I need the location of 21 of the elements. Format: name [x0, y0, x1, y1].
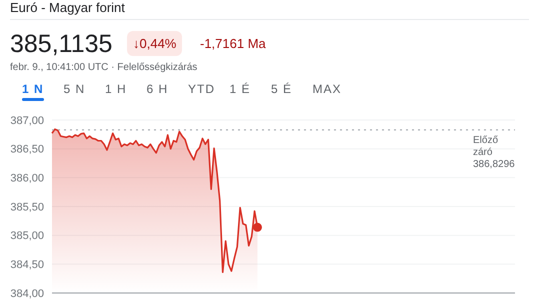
ref-line-label: Előző záró 386,8296: [473, 134, 516, 170]
y-tick-label: 384,50: [10, 259, 44, 272]
text: 5 É: [271, 82, 292, 96]
y-tick-label: 387,00: [10, 114, 44, 127]
text: 1 É: [230, 82, 251, 96]
text: ↓0,44%: [127, 31, 182, 56]
y-tick-label: 385,00: [10, 230, 44, 242]
y-tick-label: 384,00: [10, 288, 44, 300]
text: YTD: [188, 82, 215, 96]
text: 1 N: [22, 82, 44, 98]
text: -1,7161 Ma: [200, 36, 266, 51]
text: MAX: [312, 82, 342, 96]
y-tick-label: 385,50: [10, 201, 44, 214]
chart-title: Euró - Magyar forint: [10, 0, 125, 15]
text: 6 H: [146, 82, 168, 96]
y-tick-label: 386,00: [10, 172, 44, 185]
text: 385,1135: [10, 30, 112, 59]
text: 1 H: [105, 82, 127, 96]
text: 5 N: [64, 82, 86, 96]
y-tick-label: 386,50: [10, 144, 44, 156]
text: febr. 9., 10:41:00 UTC · Felelősségkizárás: [10, 62, 198, 73]
